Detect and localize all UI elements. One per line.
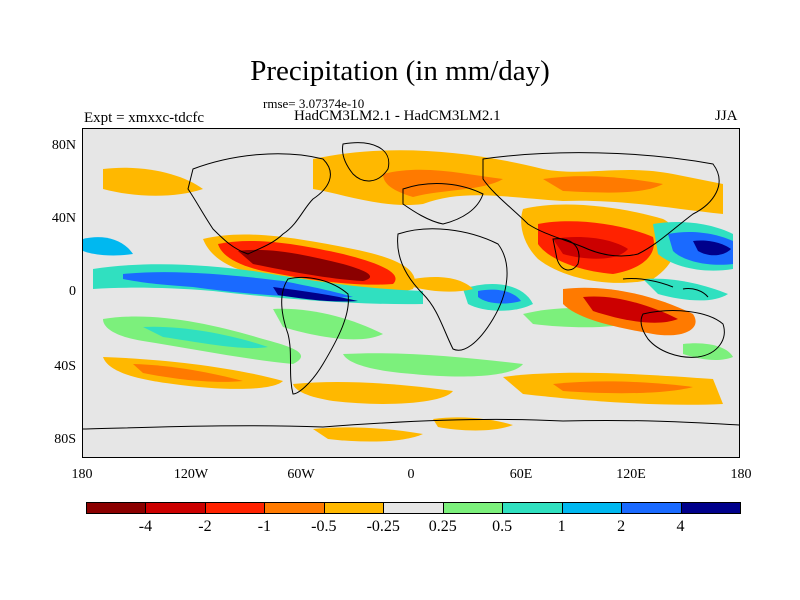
map-canvas <box>83 142 739 442</box>
lat-label-80n: 80N <box>51 138 76 153</box>
season-label: JJA <box>715 108 738 124</box>
colorbar-swatch <box>502 502 563 514</box>
map-title: Precipitation (in mm/day) <box>250 55 550 87</box>
colorbar-swatch <box>86 502 147 514</box>
lon-label-180e: 180 <box>730 467 752 482</box>
colorbar-tick-label: -1 <box>257 518 272 535</box>
colorbar-swatch <box>561 502 623 514</box>
lon-label-120w: 120W <box>173 467 209 482</box>
colorbar-swatch <box>621 502 682 514</box>
lon-label-120e: 120E <box>616 467 646 482</box>
colorbar-tick-label: -4 <box>138 518 153 535</box>
colorbar-swatch <box>204 502 266 514</box>
colorbar-tick-label: 2 <box>617 518 626 535</box>
colorbar-swatch <box>680 502 741 514</box>
colorbar-tick-label: 0.25 <box>428 518 457 535</box>
colorbar-swatch <box>264 502 325 514</box>
colorbar <box>86 502 741 514</box>
lon-label-0: 0 <box>407 467 415 482</box>
colorbar-tick-label: 4 <box>676 518 685 535</box>
model-comparison-label: HadCM3LM2.1 - HadCM3LM2.1 <box>294 108 501 124</box>
colorbar-tick-label: 0.5 <box>492 518 513 535</box>
colorbar-tick-label: -2 <box>198 518 212 535</box>
continent-outlines <box>83 142 739 430</box>
lat-label-80s: 80S <box>54 432 76 447</box>
lon-label-60w: 60W <box>287 467 315 482</box>
colorbar-swatch <box>323 502 385 514</box>
lon-label-180w: 180 <box>71 467 93 482</box>
lat-label-0: 0 <box>69 284 76 299</box>
colorbar-swatch <box>383 502 444 514</box>
colorbar-tick-label: -0.5 <box>311 518 337 535</box>
lat-label-40n: 40N <box>51 211 76 226</box>
colorbar-tick-label: 1 <box>557 518 566 535</box>
colorbar-swatch <box>442 502 504 514</box>
colorbar-swatch <box>145 502 206 514</box>
precipitation-map <box>82 128 740 458</box>
rmse-value: rmse= 3.07374e-10 <box>263 96 365 111</box>
colorbar-tick-label: -0.25 <box>366 518 400 535</box>
lat-label-40s: 40S <box>54 359 76 374</box>
lon-label-60e: 60E <box>509 467 533 482</box>
precip-anomaly-fields <box>83 150 733 442</box>
experiment-label: Expt = xmxxc-tdcfc <box>84 110 205 126</box>
